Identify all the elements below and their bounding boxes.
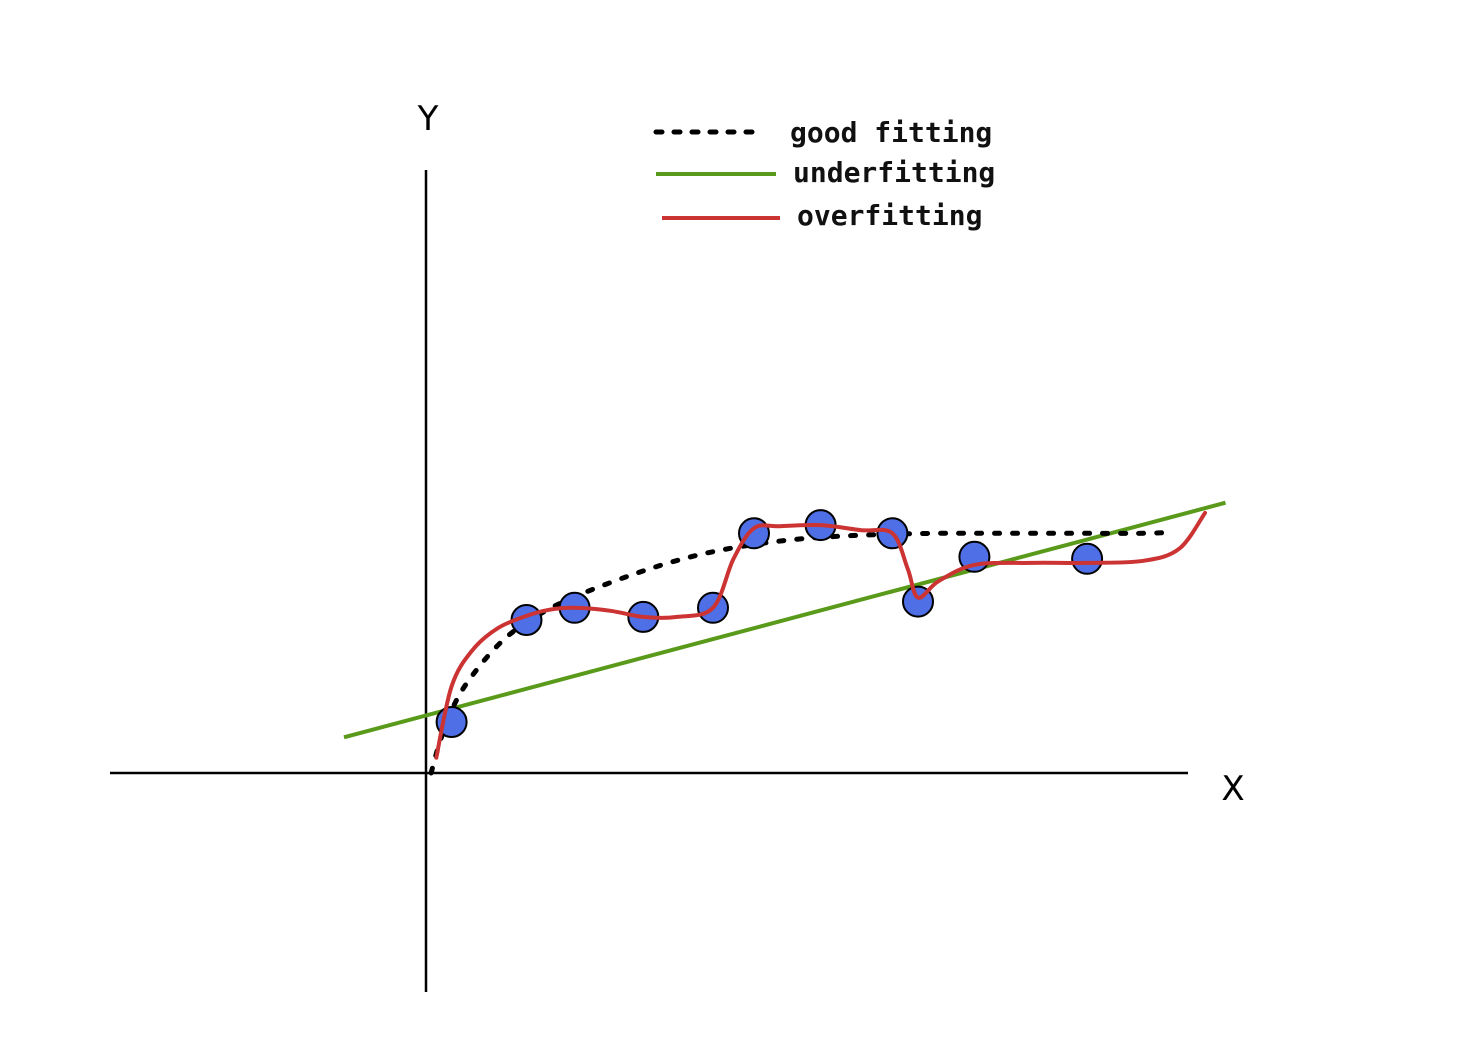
data-points [434, 509, 1207, 760]
series-line-underfitting [343, 500, 1227, 740]
legend-label-underfitting: underfitting [793, 156, 995, 189]
legend: good fitting underfitting overfitting [653, 116, 995, 232]
x-axis-label: X [1221, 769, 1244, 809]
legend-label-good-fitting: good fitting [790, 116, 992, 149]
series-line-good-fitting [428, 529, 1177, 776]
legend-label-overfitting: overfitting [797, 199, 982, 232]
y-axis-label: Y [417, 99, 439, 139]
plot-area [343, 500, 1227, 776]
data-point [1071, 542, 1104, 575]
series-line-overfitting [434, 510, 1207, 760]
